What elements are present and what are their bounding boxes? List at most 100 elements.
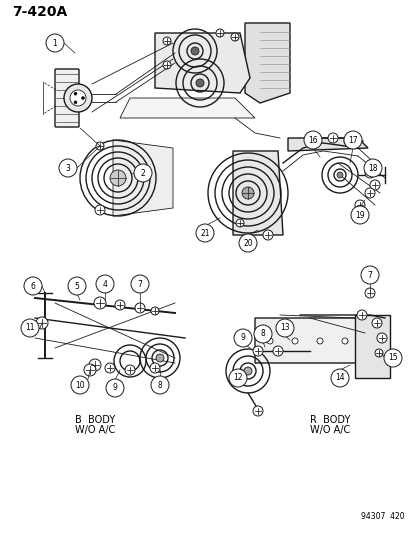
Circle shape — [71, 376, 89, 394]
Text: R  BODY: R BODY — [309, 415, 349, 425]
Text: 9: 9 — [240, 334, 245, 343]
Text: 3: 3 — [65, 164, 70, 173]
Circle shape — [272, 346, 282, 356]
Circle shape — [330, 369, 348, 387]
Text: 7-420A: 7-420A — [12, 5, 67, 19]
Polygon shape — [154, 33, 249, 93]
Circle shape — [96, 275, 114, 293]
Circle shape — [343, 131, 361, 149]
Text: 12: 12 — [233, 374, 242, 383]
Circle shape — [105, 363, 115, 373]
Circle shape — [163, 37, 171, 45]
Circle shape — [363, 159, 381, 177]
Circle shape — [303, 131, 321, 149]
Text: W/O A/C: W/O A/C — [309, 425, 349, 435]
Circle shape — [151, 376, 169, 394]
Circle shape — [369, 180, 379, 190]
Text: 8: 8 — [260, 329, 265, 338]
Circle shape — [156, 354, 164, 362]
Polygon shape — [287, 138, 367, 151]
Circle shape — [24, 277, 42, 295]
Circle shape — [84, 364, 96, 376]
Text: 7: 7 — [367, 271, 372, 279]
Circle shape — [262, 230, 272, 240]
Circle shape — [95, 205, 105, 215]
Circle shape — [316, 338, 322, 344]
Circle shape — [252, 406, 262, 416]
Text: W/O A/C: W/O A/C — [75, 425, 115, 435]
Circle shape — [376, 333, 386, 343]
Text: 4: 4 — [102, 279, 107, 288]
Circle shape — [59, 159, 77, 177]
Text: 21: 21 — [200, 229, 209, 238]
Circle shape — [275, 319, 293, 337]
Text: 5: 5 — [74, 281, 79, 290]
Circle shape — [81, 96, 84, 100]
Circle shape — [327, 133, 337, 143]
Circle shape — [68, 277, 86, 295]
Circle shape — [350, 206, 368, 224]
Text: 94307  420: 94307 420 — [361, 512, 404, 521]
FancyBboxPatch shape — [55, 69, 79, 127]
Circle shape — [74, 101, 77, 104]
Text: 10: 10 — [75, 381, 85, 390]
Circle shape — [235, 219, 243, 227]
Circle shape — [233, 329, 252, 347]
Circle shape — [190, 47, 199, 55]
Circle shape — [364, 288, 374, 298]
Circle shape — [74, 92, 77, 95]
Text: 11: 11 — [25, 324, 35, 333]
Circle shape — [243, 367, 252, 375]
Circle shape — [343, 137, 351, 145]
Text: 15: 15 — [387, 353, 397, 362]
Text: B  BODY: B BODY — [75, 415, 115, 425]
Polygon shape — [113, 140, 173, 216]
Circle shape — [216, 29, 223, 37]
Polygon shape — [254, 318, 384, 363]
Text: 18: 18 — [367, 164, 377, 173]
Circle shape — [46, 34, 64, 52]
Text: 7: 7 — [137, 279, 142, 288]
Polygon shape — [233, 151, 282, 235]
Circle shape — [266, 338, 272, 344]
Circle shape — [356, 310, 366, 320]
Circle shape — [125, 365, 135, 375]
Circle shape — [336, 172, 342, 178]
Circle shape — [242, 187, 254, 199]
Polygon shape — [244, 23, 289, 103]
Circle shape — [238, 234, 256, 252]
Circle shape — [96, 142, 104, 150]
Circle shape — [131, 275, 149, 293]
Circle shape — [195, 79, 204, 87]
Circle shape — [252, 346, 262, 356]
Circle shape — [21, 319, 39, 337]
Circle shape — [106, 379, 124, 397]
Circle shape — [64, 84, 92, 112]
Circle shape — [383, 349, 401, 367]
Circle shape — [374, 349, 382, 357]
Circle shape — [134, 164, 152, 182]
Circle shape — [360, 266, 378, 284]
Circle shape — [89, 359, 101, 371]
Circle shape — [341, 338, 347, 344]
Text: 13: 13 — [280, 324, 289, 333]
Text: 17: 17 — [347, 135, 357, 144]
Circle shape — [195, 224, 214, 242]
Circle shape — [151, 307, 159, 315]
Circle shape — [228, 369, 247, 387]
Polygon shape — [120, 98, 254, 118]
Circle shape — [230, 33, 238, 41]
Text: 16: 16 — [307, 135, 317, 144]
Circle shape — [254, 325, 271, 343]
Text: 9: 9 — [112, 384, 117, 392]
Circle shape — [163, 61, 171, 69]
Circle shape — [364, 168, 374, 178]
Text: 14: 14 — [335, 374, 344, 383]
Circle shape — [135, 303, 145, 313]
Circle shape — [371, 318, 381, 328]
Circle shape — [364, 188, 374, 198]
Circle shape — [36, 317, 48, 329]
Circle shape — [110, 170, 126, 186]
Circle shape — [94, 297, 106, 309]
Text: 8: 8 — [157, 381, 162, 390]
